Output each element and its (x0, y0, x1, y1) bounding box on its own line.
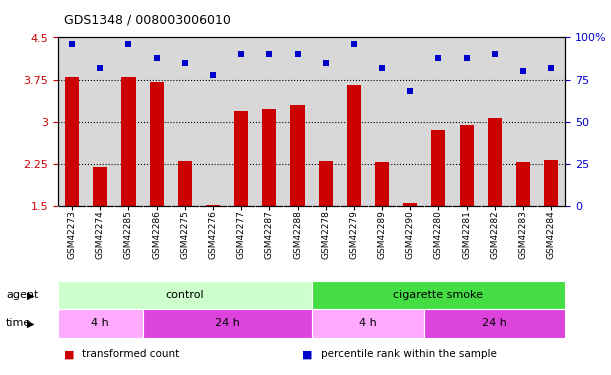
Bar (206, 205, 220, 206)
Bar (178, 161, 192, 206)
Bar (312, 309, 424, 338)
Bar (403, 203, 417, 206)
Bar (488, 118, 502, 206)
Point (518, 68, 528, 74)
Text: GSM42284: GSM42284 (547, 210, 555, 259)
Text: GSM42286: GSM42286 (152, 210, 161, 259)
Text: GSM42275: GSM42275 (180, 210, 189, 259)
Text: transformed count: transformed count (82, 350, 180, 359)
Text: GSM42280: GSM42280 (434, 210, 443, 259)
Point (152, 55, 161, 61)
Text: ■: ■ (302, 350, 313, 359)
Bar (312, 281, 565, 309)
Bar (431, 130, 445, 206)
Bar (150, 82, 164, 206)
Point (321, 60, 331, 66)
Text: GSM42283: GSM42283 (518, 210, 527, 259)
Point (546, 65, 556, 71)
Text: ▶: ▶ (27, 318, 34, 328)
Point (265, 51, 274, 57)
Bar (65, 77, 79, 206)
Bar (234, 111, 248, 206)
Point (349, 41, 359, 47)
Bar (347, 86, 361, 206)
Text: GSM42274: GSM42274 (96, 210, 105, 259)
Point (434, 55, 444, 61)
Bar (459, 124, 474, 206)
Bar (375, 162, 389, 206)
Bar (544, 160, 558, 206)
Text: GSM42279: GSM42279 (349, 210, 359, 259)
Point (293, 51, 302, 57)
Text: percentile rank within the sample: percentile rank within the sample (321, 350, 497, 359)
Point (377, 65, 387, 71)
Bar (319, 161, 333, 206)
Bar (424, 309, 565, 338)
Bar (58, 281, 312, 309)
Text: control: control (166, 290, 204, 300)
Text: GDS1348 / 008003006010: GDS1348 / 008003006010 (64, 13, 231, 26)
Bar (58, 309, 142, 338)
Point (490, 51, 500, 57)
Text: cigarette smoke: cigarette smoke (393, 290, 483, 300)
Bar (142, 309, 312, 338)
Text: ■: ■ (64, 350, 75, 359)
Text: 24 h: 24 h (482, 318, 507, 328)
Text: 4 h: 4 h (359, 318, 377, 328)
Bar (93, 167, 108, 206)
Point (123, 41, 133, 47)
Bar (516, 162, 530, 206)
Text: GSM42273: GSM42273 (68, 210, 76, 259)
Point (67, 41, 77, 47)
Text: GSM42290: GSM42290 (406, 210, 415, 259)
Text: GSM42276: GSM42276 (208, 210, 218, 259)
Point (405, 88, 415, 94)
Bar (290, 105, 304, 206)
Text: GSM42281: GSM42281 (462, 210, 471, 259)
Point (236, 51, 246, 57)
Bar (262, 110, 276, 206)
Text: 24 h: 24 h (214, 318, 240, 328)
Point (95, 65, 105, 71)
Text: GSM42285: GSM42285 (124, 210, 133, 259)
Text: GSM42277: GSM42277 (236, 210, 246, 259)
Point (462, 55, 472, 61)
Text: GSM42282: GSM42282 (490, 210, 499, 259)
Point (180, 60, 189, 66)
Text: time: time (6, 318, 31, 328)
Point (208, 72, 218, 78)
Text: GSM42287: GSM42287 (265, 210, 274, 259)
Text: 4 h: 4 h (92, 318, 109, 328)
Text: ▶: ▶ (27, 290, 34, 300)
Text: agent: agent (6, 290, 38, 300)
Text: GSM42288: GSM42288 (293, 210, 302, 259)
Bar (122, 77, 136, 206)
Text: GSM42289: GSM42289 (378, 210, 387, 259)
Text: GSM42278: GSM42278 (321, 210, 330, 259)
